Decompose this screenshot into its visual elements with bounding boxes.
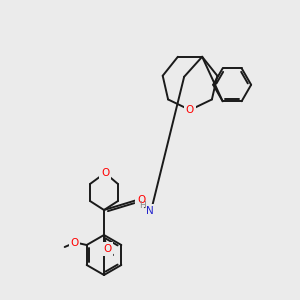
Text: O: O [103, 244, 111, 254]
Text: O: O [186, 105, 194, 115]
Text: N: N [146, 206, 154, 216]
Text: O: O [101, 168, 109, 178]
Text: O: O [70, 238, 79, 248]
Text: H: H [140, 200, 146, 209]
Text: O: O [137, 195, 145, 205]
